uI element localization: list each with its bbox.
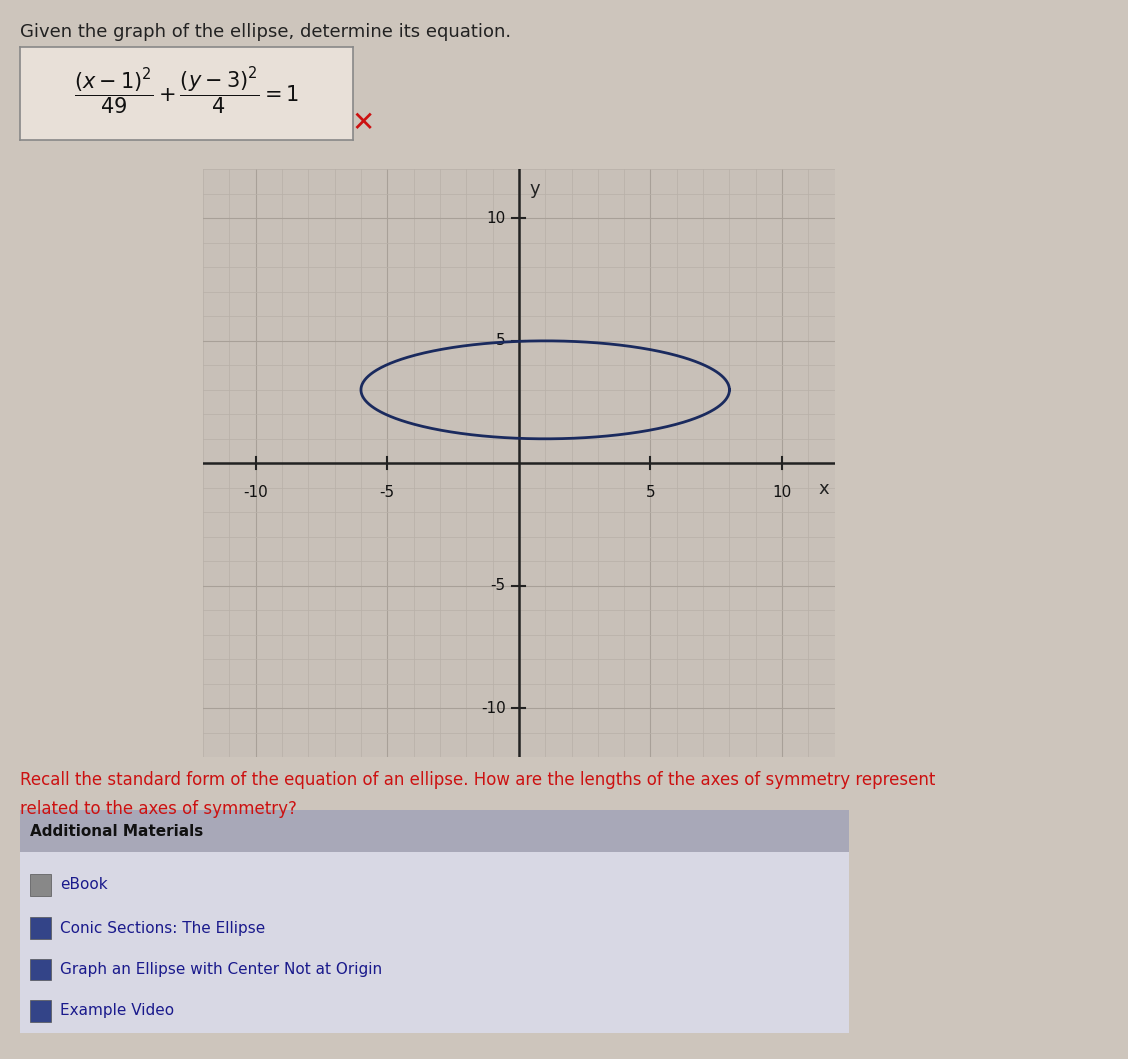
Bar	[30, 874, 51, 896]
Text: 10: 10	[773, 485, 792, 500]
Text: Recall the standard form of the equation of an ellipse. How are the lengths of t: Recall the standard form of the equation…	[20, 771, 936, 789]
Text: Given the graph of the ellipse, determine its equation.: Given the graph of the ellipse, determin…	[20, 23, 511, 41]
Text: -5: -5	[491, 578, 505, 593]
Text: y: y	[529, 180, 540, 198]
Text: Example Video: Example Video	[60, 1004, 174, 1019]
Text: Graph an Ellipse with Center Not at Origin: Graph an Ellipse with Center Not at Orig…	[60, 962, 382, 977]
Text: x: x	[819, 481, 829, 499]
Bar	[30, 917, 51, 939]
Text: 5: 5	[496, 334, 505, 348]
Bar	[30, 1000, 51, 1022]
Text: eBook: eBook	[60, 878, 108, 893]
Text: 5: 5	[645, 485, 655, 500]
Text: -5: -5	[380, 485, 395, 500]
Text: Conic Sections: The Ellipse: Conic Sections: The Ellipse	[60, 920, 265, 935]
Text: ✕: ✕	[352, 109, 376, 137]
Text: -10: -10	[481, 701, 505, 716]
Text: $\dfrac{(x-1)^2}{49} + \dfrac{(y-3)^2}{4} = 1$: $\dfrac{(x-1)^2}{49} + \dfrac{(y-3)^2}{4…	[74, 66, 299, 118]
Text: 10: 10	[486, 211, 505, 226]
Text: -10: -10	[244, 485, 268, 500]
Bar	[30, 958, 51, 981]
Text: Additional Materials: Additional Materials	[30, 824, 203, 839]
Text: related to the axes of symmetry?: related to the axes of symmetry?	[20, 800, 297, 818]
